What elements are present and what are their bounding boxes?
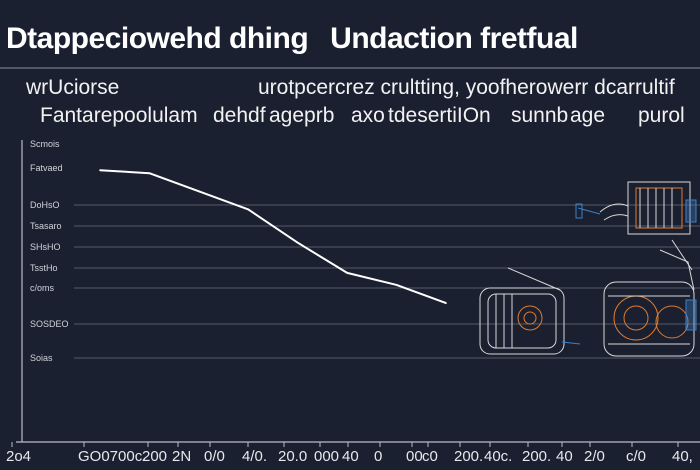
machine-sketch-upper (575, 181, 697, 271)
y-tick-label: DoHsO (30, 200, 60, 210)
data-point (445, 302, 447, 304)
data-point (148, 172, 151, 175)
x-tick-label: 2N (172, 448, 191, 465)
y-tick-label: Soias (30, 353, 53, 363)
subtitle-line-2-a: Fantarepoolulam (40, 104, 198, 127)
x-tick-label: 2/0 (584, 448, 605, 465)
x-tick-label: 2o4 (6, 448, 31, 465)
chart-title: Dtappeciowehd dhing Undaction fretfual (6, 22, 578, 56)
subtitle-line-1-a: wrUciorse (26, 76, 120, 99)
data-point (296, 241, 299, 244)
chart-title-part-1: Dtappeciowehd dhing (6, 22, 309, 55)
subtitle-line-2-b: dehdf (213, 104, 266, 127)
chart-title-part-2: Undaction fretfual (330, 22, 578, 55)
x-tick-label: 20.0 (278, 448, 307, 465)
x-tick-label: c/0 (626, 448, 646, 465)
data-point (346, 272, 348, 274)
x-tick-label: 000 (314, 448, 339, 465)
x-tick-label: 4/0. (242, 448, 267, 465)
x-tick-label: 200. (522, 448, 551, 465)
subtitle-line-2-g: age (570, 104, 606, 127)
x-tick-label: 40c. (484, 448, 512, 465)
x-tick-label: 00 (406, 448, 423, 465)
x-tick-label: 0/0 (204, 448, 225, 465)
y-tick-label: TsstHo (30, 263, 58, 273)
y-tick-label: Fatvaed (30, 163, 63, 173)
x-tick-label: 0 (374, 448, 382, 465)
series-line (99, 169, 447, 305)
x-tick-labels: 2o4 GO0700c.200 2N 0/0 4/0. 20.0 000 40 0 00 c0 200… (6, 442, 693, 465)
y-tick-labels: Scmois Fatvaed DoHsO Tsasaro SHsHO TsstHo c/om… (30, 139, 69, 363)
subtitle-line-2-e: tdesertiIOn (388, 104, 491, 127)
subtitle-line-2-d: axo (351, 104, 385, 127)
data-point (99, 169, 101, 171)
x-tick-label: c0 (422, 448, 438, 465)
x-tick-label: 40 (556, 448, 573, 465)
grid-lines (74, 204, 700, 359)
y-tick-label: Tsasaro (30, 221, 62, 231)
y-tick-label: SHsHO (30, 242, 61, 252)
subtitle-line-2-f: sunnb (511, 104, 569, 127)
x-tick-label: GO0700c. (78, 448, 146, 465)
y-tick-label: Scmois (30, 139, 60, 149)
x-tick-label: 40 (342, 448, 359, 465)
axes (0, 67, 700, 443)
machine-sketch-lower-left (479, 267, 581, 355)
data-point (395, 284, 398, 286)
x-tick-label: 200 (142, 448, 167, 465)
subtitle-line-1-b: urotpcercrez crultting, yoofherowerr dca… (258, 76, 675, 99)
x-tick-label: 40, (672, 448, 693, 465)
y-tick-label: SOSDEO (30, 319, 69, 329)
series (99, 169, 447, 305)
data-point (198, 190, 200, 193)
subtitle-line-2-h: purol (638, 104, 685, 127)
y-tick-label: c/oms (30, 283, 55, 293)
subtitle-line-2-c: ageprb (269, 104, 335, 127)
x-tick-label: 200. (454, 448, 483, 465)
data-point (247, 208, 250, 211)
machine-sketch-lower-right (603, 249, 697, 357)
